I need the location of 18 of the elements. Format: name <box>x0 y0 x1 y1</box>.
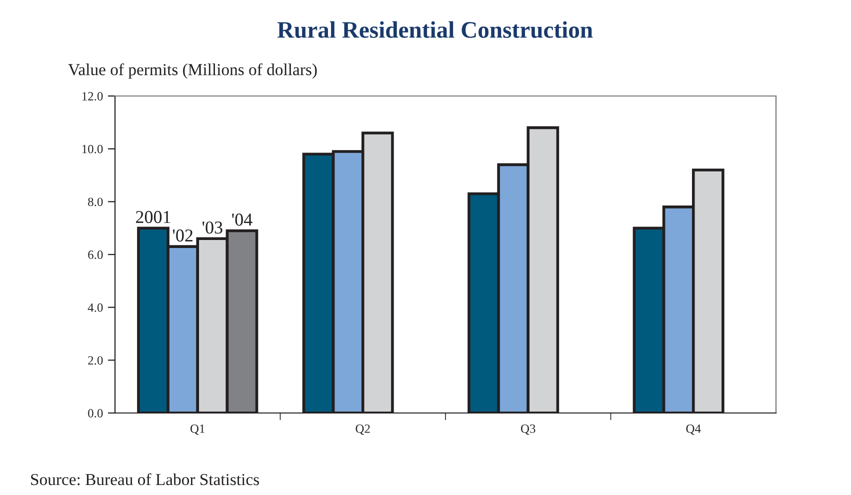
y-tick-label: 0.0 <box>88 409 103 418</box>
series-label: '04 <box>232 214 252 226</box>
y-tick-label: 4.0 <box>88 303 103 312</box>
y-tick-label: 12.0 <box>82 92 103 101</box>
y-tick-label: 8.0 <box>88 198 103 206</box>
y-tick-label: 10.0 <box>82 144 103 154</box>
x-tick-label: Q3 <box>521 424 536 435</box>
x-tick-label: Q1 <box>190 424 205 435</box>
x-tick-label: Q2 <box>356 424 370 435</box>
source-note: Source: Bureau of Labor Statistics <box>31 473 259 486</box>
series-label: '02 <box>172 229 192 242</box>
y-tick-label: 6.0 <box>88 250 103 260</box>
y-tick-label: 2.0 <box>88 356 103 365</box>
chart-title: Rural Residential Construction <box>277 21 593 38</box>
series-label: 2001 <box>136 210 170 224</box>
series-label: '03 <box>202 221 222 234</box>
y-axis-title: Value of permits (Millions of dollars) <box>68 63 317 79</box>
x-tick-label: Q4 <box>686 424 701 435</box>
